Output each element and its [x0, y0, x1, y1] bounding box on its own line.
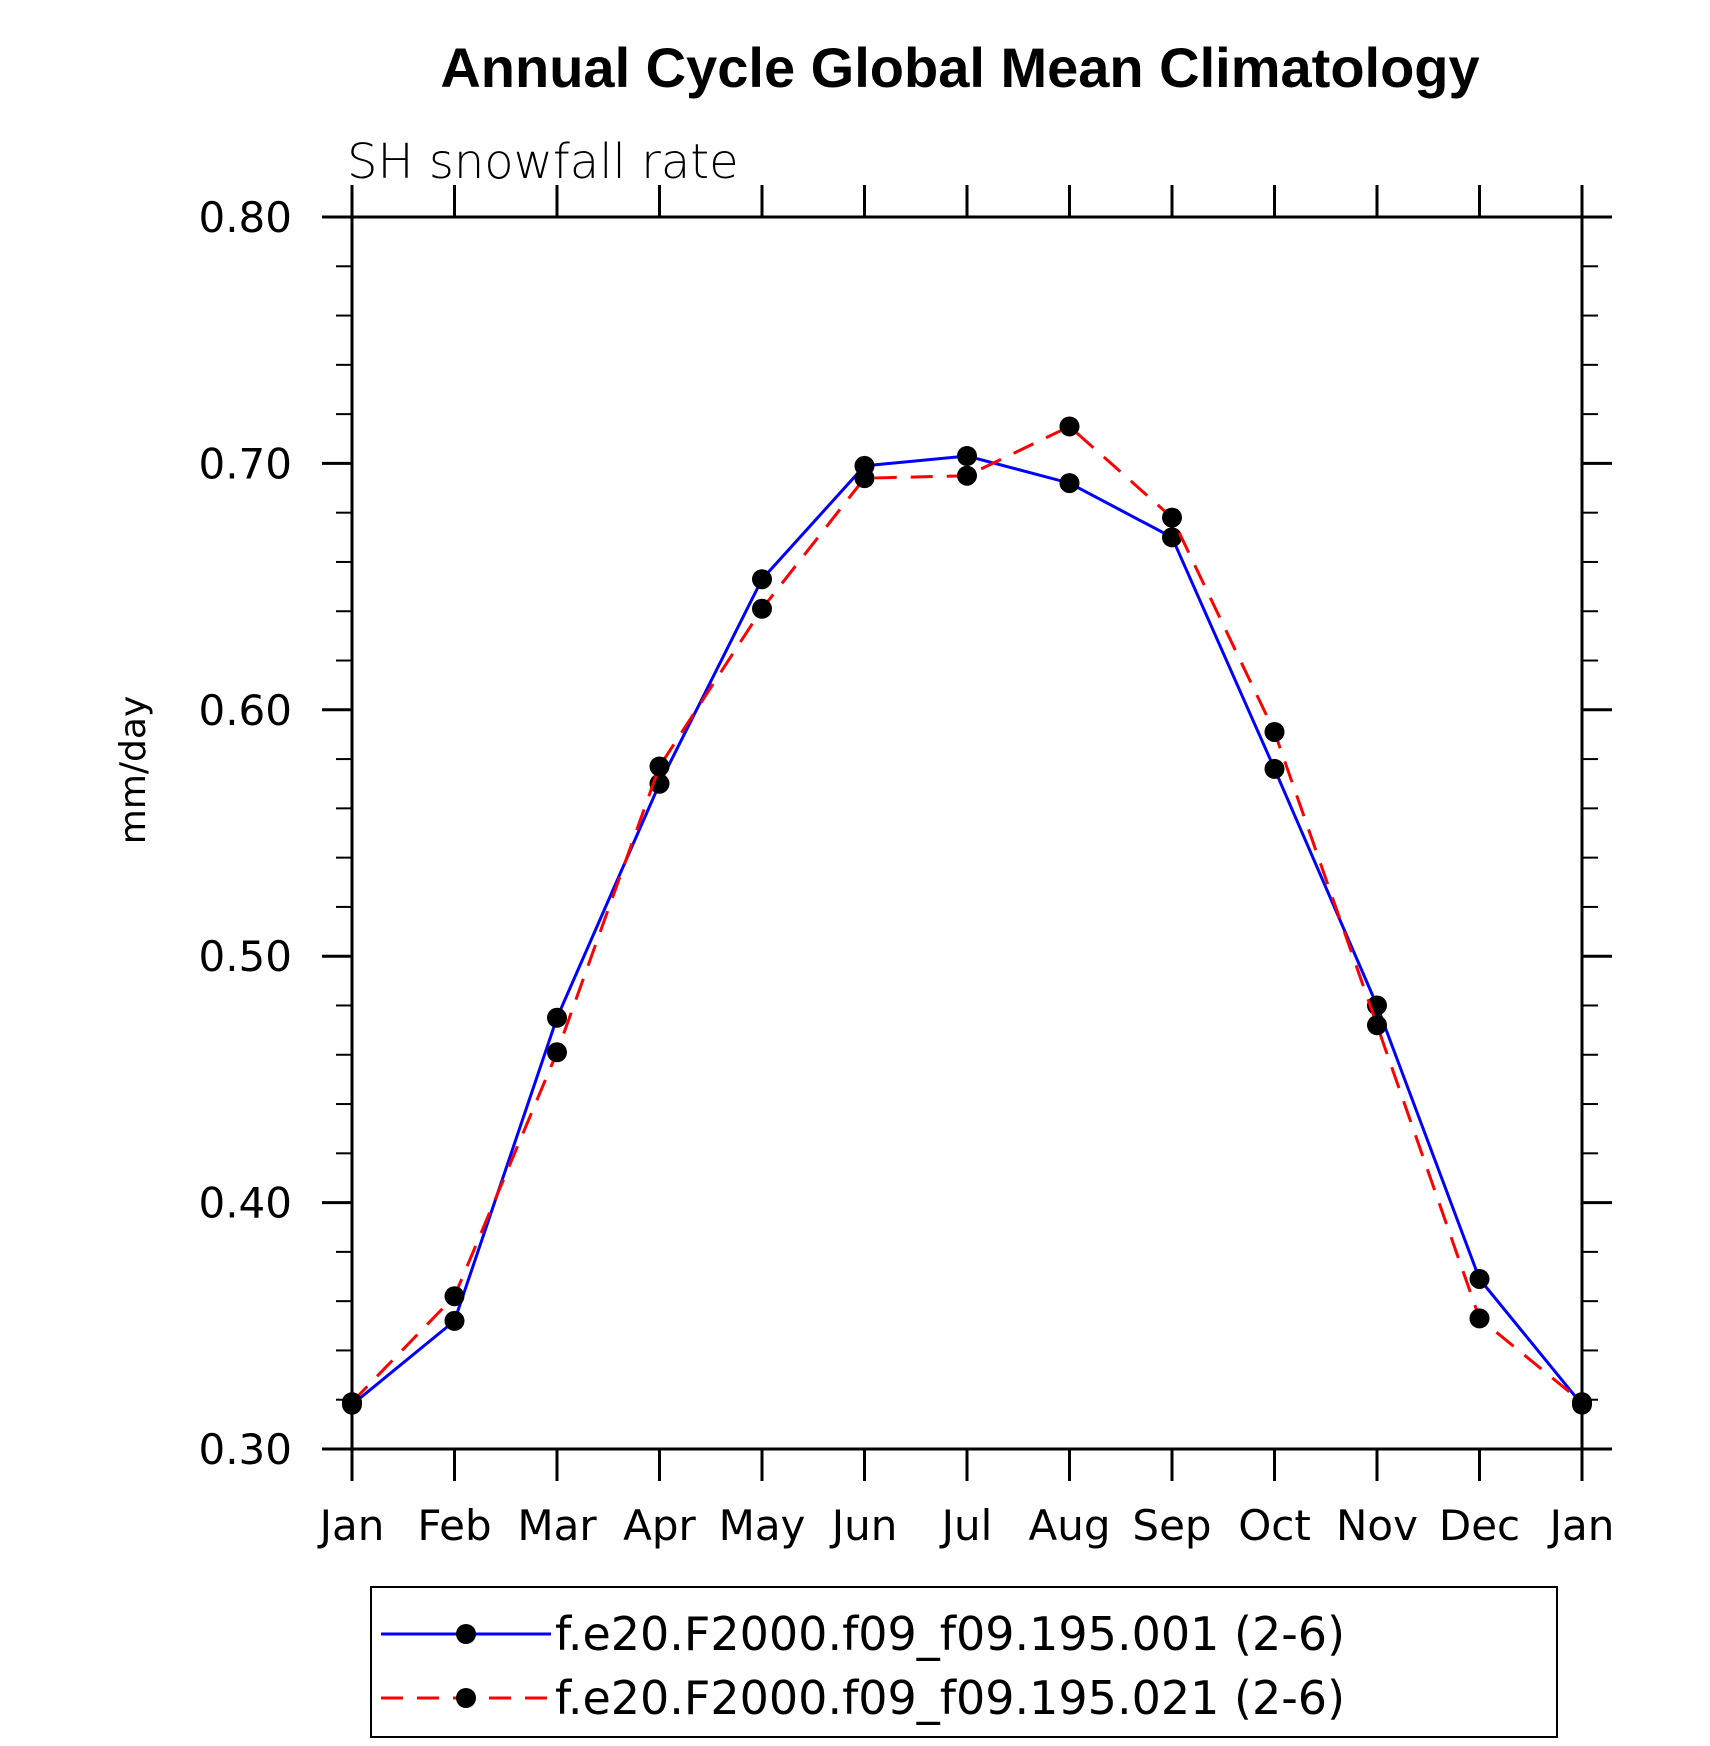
data-point [1059, 416, 1080, 437]
x-tick-label: Feb [417, 1501, 491, 1550]
data-point [1059, 473, 1080, 494]
data-point [1162, 527, 1182, 548]
x-tick-label: Sep [1132, 1501, 1211, 1550]
data-point [1162, 507, 1182, 528]
legend-marker [456, 1688, 476, 1708]
data-point [1572, 1392, 1592, 1413]
y-tick-label: 0.60 [198, 686, 292, 735]
data-point [752, 598, 772, 619]
x-tick-label: Jan [317, 1501, 385, 1550]
data-point [547, 1007, 567, 1028]
x-tick-label: Oct [1238, 1501, 1311, 1550]
data-point [1264, 758, 1285, 779]
y-tick-label: 0.40 [198, 1179, 292, 1228]
series-line [350, 424, 1583, 1404]
y-tick-label: 0.50 [198, 932, 292, 981]
data-point [957, 446, 977, 467]
y-tick-label: 0.30 [198, 1425, 292, 1474]
data-point [649, 756, 670, 777]
legend-box [370, 1586, 1558, 1738]
chart-subtitle: SH snowfall rate [347, 134, 739, 190]
data-point [444, 1286, 465, 1307]
data-point [752, 569, 772, 590]
series-group [342, 416, 1592, 1415]
data-point [957, 465, 977, 486]
x-tick-label: Jul [939, 1501, 993, 1550]
x-tick-label: Aug [1028, 1501, 1110, 1550]
series-1 [342, 446, 1592, 1415]
data-point [342, 1392, 362, 1413]
y-tick-label: 0.70 [198, 439, 292, 488]
data-point [1469, 1308, 1490, 1329]
legend-label: f.e20.F2000.f09_f09.195.001 (2-6) [555, 1607, 1345, 1661]
y-tick-label: 0.80 [198, 193, 292, 242]
x-tick-label: Mar [517, 1501, 597, 1550]
x-tick-label: Apr [623, 1501, 696, 1550]
legend-entry: f.e20.F2000.f09_f09.195.001 (2-6) [381, 1607, 1345, 1661]
y-axis-label: mm/day [113, 696, 154, 844]
axes: 0.30 0.40 0.50 0.60 0.70 0.80 Jan Feb Mar Apr May J… [198, 185, 1614, 1550]
x-tick-label: May [719, 1501, 806, 1550]
data-point [444, 1310, 465, 1331]
x-tick-label: Nov [1336, 1501, 1418, 1550]
data-point [854, 468, 875, 489]
data-point [547, 1042, 567, 1063]
x-tick-label: Dec [1439, 1501, 1520, 1550]
legend-label: f.e20.F2000.f09_f09.195.021 (2-6) [555, 1671, 1345, 1725]
legend-marker [456, 1624, 476, 1644]
plot-frame [350, 215, 1584, 1451]
data-point [1367, 1015, 1387, 1036]
legend: f.e20.F2000.f09_f09.195.001 (2-6) f.e20.F… [370, 1586, 1558, 1738]
data-point [1469, 1268, 1490, 1289]
legend-entry: f.e20.F2000.f09_f09.195.021 (2-6) [381, 1671, 1345, 1725]
x-tick-label: Jan [1547, 1501, 1615, 1550]
x-tick-label: Jun [829, 1501, 898, 1550]
chart-title: Annual Cycle Global Mean Climatology [440, 36, 1479, 99]
series-line [351, 454, 1584, 1406]
data-point [1264, 721, 1285, 742]
series-2 [342, 416, 1592, 1413]
